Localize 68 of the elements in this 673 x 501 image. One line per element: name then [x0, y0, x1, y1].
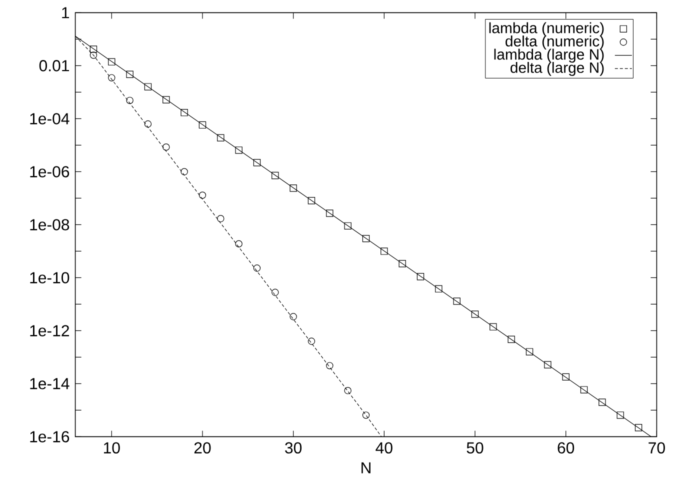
point [198, 121, 206, 129]
point [471, 310, 479, 318]
y-tick-label: 1e-10 [30, 272, 70, 284]
x-tick-label: 10 [104, 442, 120, 454]
point [272, 288, 279, 296]
x-tick-label: 70 [648, 442, 665, 454]
legend-label: delta (large N) [510, 62, 604, 76]
point [362, 412, 370, 419]
point [126, 70, 134, 78]
point [634, 424, 642, 432]
y-tick-label: 1 [62, 7, 69, 18]
point [144, 120, 152, 128]
point [162, 96, 170, 104]
x-tick-label: 60 [558, 442, 574, 454]
legend-label: delta (numeric) [506, 36, 604, 50]
x-tick-label: 30 [285, 442, 302, 454]
point [308, 338, 316, 345]
point [616, 412, 624, 419]
point [290, 313, 297, 320]
point [362, 234, 370, 242]
y-tick-label: 1e-04 [30, 113, 70, 124]
point [90, 52, 98, 59]
point [490, 323, 497, 330]
point [580, 386, 588, 394]
legend-label: lambda (large N) [494, 48, 604, 63]
x-tick-label: 50 [466, 442, 484, 454]
point [308, 197, 316, 204]
y-tick-label: 1e-06 [30, 166, 70, 178]
point [180, 168, 188, 176]
point [326, 210, 334, 217]
point [416, 273, 424, 280]
point [180, 109, 188, 116]
point [380, 248, 388, 255]
x-axis-title: N [362, 462, 370, 474]
point [162, 143, 170, 151]
point [453, 298, 460, 305]
point [344, 222, 352, 230]
point [562, 373, 570, 381]
point [144, 83, 152, 90]
point [398, 260, 406, 268]
legend-label: lambda (numeric) [489, 22, 604, 36]
point [253, 264, 261, 272]
x-tick-label: 20 [194, 442, 211, 454]
point [90, 46, 98, 53]
point [126, 96, 134, 104]
y-tick-label: 1e-14 [30, 378, 70, 390]
point [198, 192, 206, 199]
point [598, 398, 606, 406]
point [290, 184, 297, 192]
point [108, 74, 116, 82]
point [217, 134, 224, 142]
x-tick-label: 40 [376, 442, 392, 454]
y-tick-label: 0.01 [39, 60, 69, 72]
point [217, 215, 224, 222]
point [435, 285, 442, 292]
point [526, 348, 534, 356]
point [508, 336, 515, 343]
point [272, 172, 279, 180]
point [344, 386, 352, 394]
y-tick-label: 1e-16 [30, 431, 70, 442]
y-tick-label: 1e-08 [30, 219, 70, 230]
point [235, 146, 242, 154]
point [108, 58, 116, 66]
y-tick-label: 1e-12 [30, 325, 69, 336]
point [253, 159, 261, 166]
point [326, 362, 334, 370]
point [235, 240, 242, 248]
point [544, 361, 552, 368]
